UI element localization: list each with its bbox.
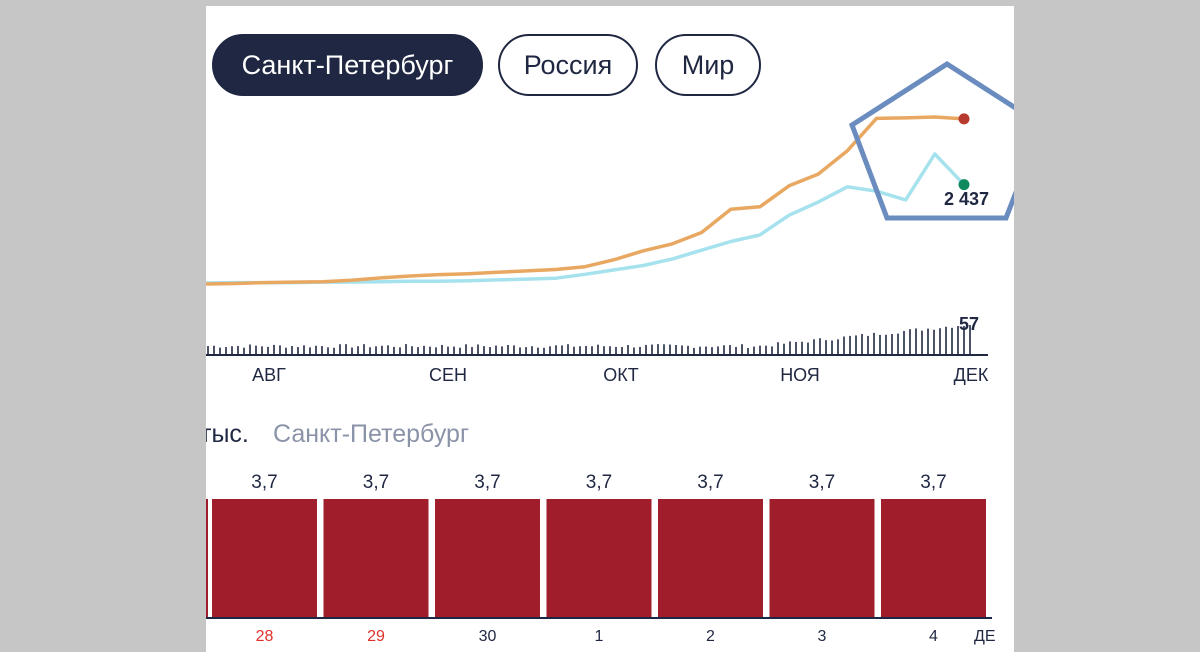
bar-category-label: 2 xyxy=(706,628,715,645)
bar-value-label: 3,7 xyxy=(363,472,389,493)
covid-stats-panel: Санкт-Петербург Россия Мир 57 2 437 АВГ СЕН… xyxy=(206,6,1014,652)
bar xyxy=(881,499,986,618)
bar-value-label: 3,7 xyxy=(251,472,277,493)
tab-saint-petersburg[interactable]: Санкт-Петербург xyxy=(212,34,483,96)
bar xyxy=(546,499,652,618)
x-tick-label: АВГ xyxy=(252,365,286,385)
bar-category-label: 30 xyxy=(479,628,497,645)
bar-category-label: 3 xyxy=(818,628,827,645)
series-1-end-point xyxy=(958,113,970,125)
bar-value-label: 3,7 xyxy=(809,472,835,493)
tab-russia[interactable]: Россия xyxy=(498,34,638,96)
bar-chart-unit: тыс. xyxy=(206,420,249,448)
bar-category-label: 1 xyxy=(595,628,604,645)
bar-category-label: 28 xyxy=(256,628,274,645)
bar xyxy=(435,499,540,618)
series-2-end-point xyxy=(958,179,970,191)
bar-category-label: 29 xyxy=(367,628,385,645)
x-tick-label: ОКТ xyxy=(603,365,638,385)
tab-world[interactable]: Мир xyxy=(655,34,761,96)
series-1-segment xyxy=(206,117,410,207)
bar-value-label: 3,7 xyxy=(920,472,946,493)
chart-area: 57 2 437 АВГ СЕН ОКТ НОЯ ДЕК 3,7 28 3,7 29 3,7 30 3,7… xyxy=(206,61,1014,645)
bar-value-label: 3,7 xyxy=(474,472,500,493)
bar xyxy=(769,499,875,618)
bar-value-label: 3,7 xyxy=(586,472,612,493)
x-tick-label: НОЯ xyxy=(780,365,820,385)
series-line-2 xyxy=(206,152,966,285)
bar-chart-region: Санкт-Петербург xyxy=(273,420,470,448)
pentagon-overlay xyxy=(848,61,1014,221)
bar xyxy=(658,499,763,618)
bar xyxy=(323,499,429,618)
series-line-1 xyxy=(206,115,965,286)
x-tick-label: ДЕК xyxy=(954,365,989,385)
bar-max-label: 57 xyxy=(959,314,979,334)
series-end-label: 2 437 xyxy=(944,189,989,209)
x-tick-label: СЕН xyxy=(429,365,467,385)
bar-category-label: 4 xyxy=(929,628,938,645)
bar-cutoff xyxy=(206,499,208,618)
bar-trailing-label: ДЕ xyxy=(974,628,996,645)
bar xyxy=(212,499,317,618)
bar-value-label: 3,7 xyxy=(697,472,723,493)
